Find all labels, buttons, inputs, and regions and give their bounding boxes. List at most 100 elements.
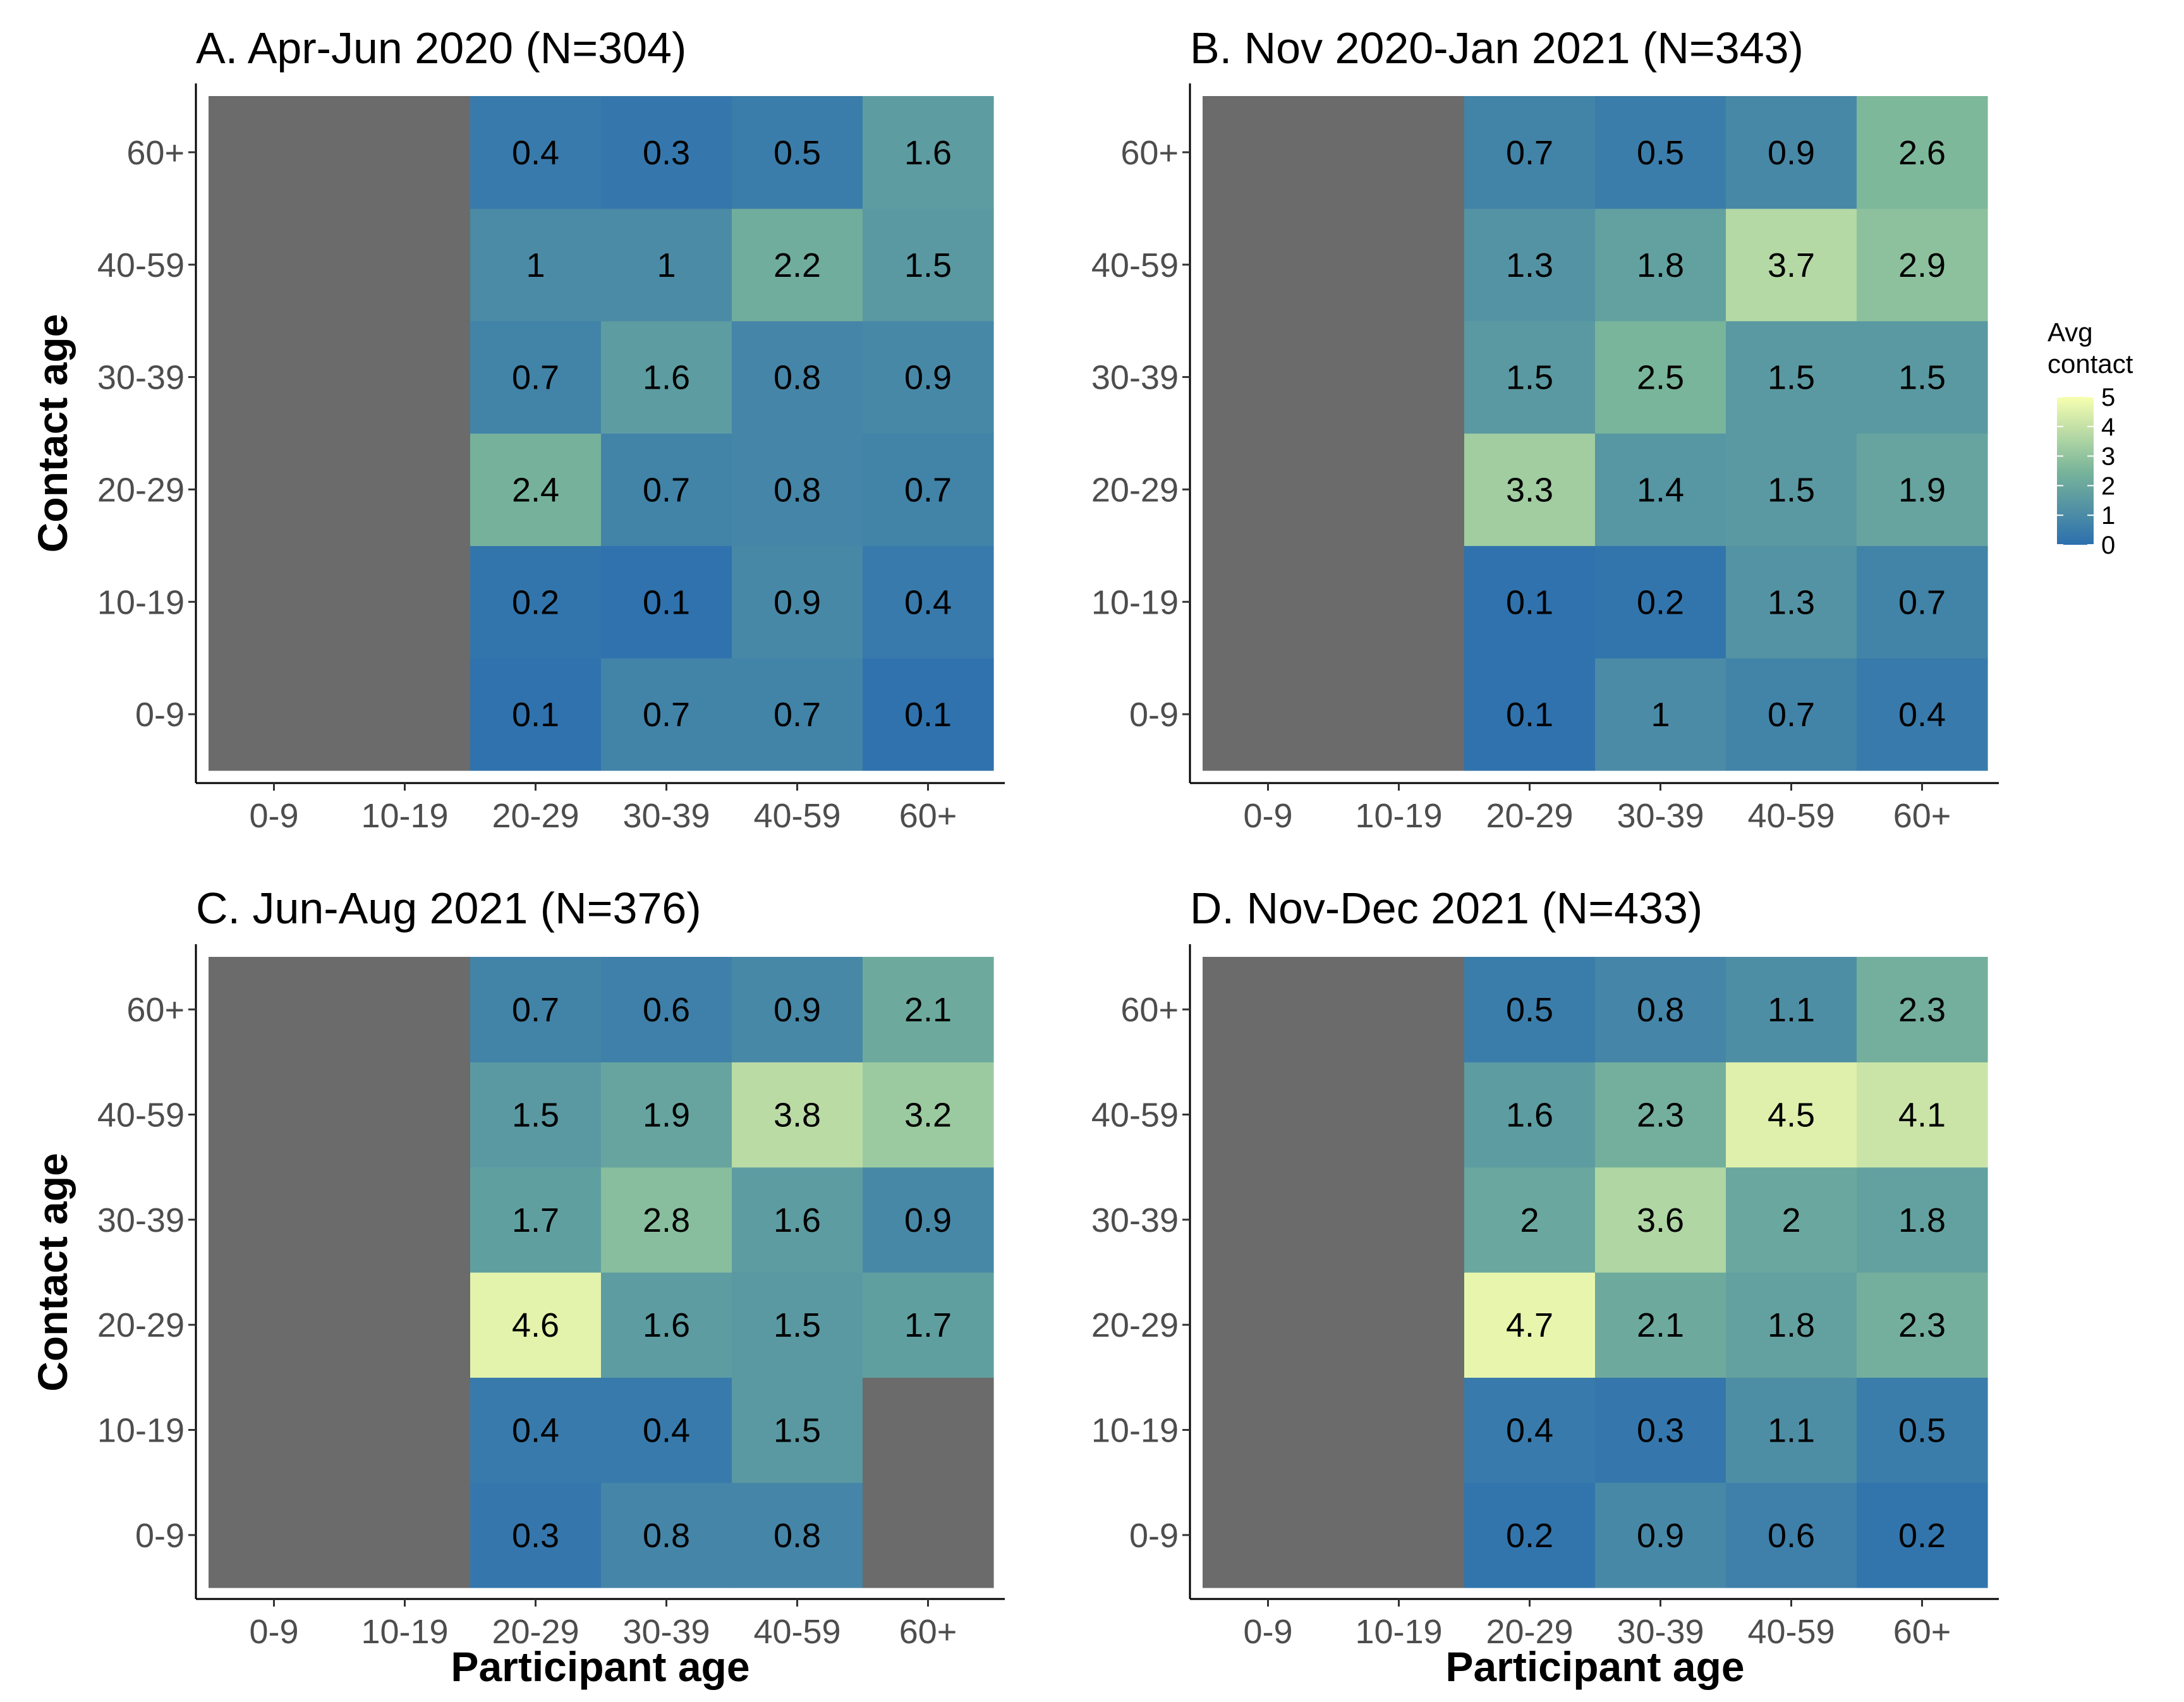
cell-value-label: 1.8 [1768, 1306, 1815, 1344]
cell-value-label: 3.6 [1637, 1201, 1684, 1239]
cell-value-label: 0.4 [643, 1412, 690, 1450]
heatmap-cell [1203, 320, 1334, 434]
heatmap-cell [209, 1377, 340, 1483]
heatmap-cell [863, 208, 994, 322]
x-tick-label: 20-29 [1486, 797, 1573, 835]
heatmap-cell [601, 96, 732, 209]
cell-value-label: 2.3 [1637, 1097, 1684, 1134]
x-tick-label: 0-9 [1243, 797, 1292, 835]
cell-value-label: 2 [1781, 1201, 1800, 1239]
cell-value-label: 0.1 [512, 696, 559, 734]
heatmap-cell [1203, 208, 1334, 322]
cell-value-label: 0.7 [643, 471, 690, 509]
cell-value-label: 1 [526, 246, 545, 284]
heatmap-cell [1857, 1062, 1988, 1168]
heatmap-cell [470, 545, 602, 659]
heatmap-cell [470, 208, 602, 322]
cell-value-label: 3.7 [1768, 246, 1815, 284]
cell-value-label: 3.3 [1506, 471, 1553, 509]
cell-value-label: 1.5 [1898, 359, 1946, 397]
heatmap-cell [339, 1377, 471, 1483]
legend-tick-label: 0 [2101, 532, 2115, 559]
y-tick-label: 10-19 [1091, 1412, 1179, 1450]
heatmap-cell [1464, 658, 1596, 771]
heatmap-cell [209, 320, 340, 434]
cell-value-label: 0.5 [1637, 134, 1684, 172]
x-tick-label: 20-29 [492, 1613, 579, 1651]
heatmap-cell [601, 957, 732, 1062]
heatmap-cell [470, 1167, 602, 1273]
heatmap-cell [1333, 1272, 1465, 1378]
cell-value-label: 0.8 [774, 471, 821, 509]
heatmap-cell [1595, 1167, 1726, 1273]
heatmap-cell [1464, 545, 1596, 659]
cell-value-label: 0.3 [1637, 1412, 1684, 1450]
heatmap-cell [339, 545, 471, 659]
y-tick-label: 20-29 [1091, 471, 1179, 509]
cell-value-label: 0.5 [1506, 991, 1553, 1029]
heatmap-cell [1726, 1272, 1857, 1378]
heatmap-cell [1333, 96, 1465, 209]
cell-value-label: 1.5 [1768, 359, 1815, 397]
heatmap-cell [732, 1167, 863, 1273]
heatmap-cell [1857, 96, 1988, 209]
legend-title-line1: Avg [2048, 317, 2093, 347]
heatmap-cell [1857, 433, 1988, 546]
heatmap-cell [209, 1062, 340, 1168]
heatmap-cell [601, 1272, 732, 1378]
cell-value-label: 0.3 [643, 134, 690, 172]
heatmap-cell [601, 1062, 732, 1168]
cell-value-label: 1.7 [904, 1306, 952, 1344]
y-tick-label: 60+ [1120, 991, 1179, 1029]
cell-value-label: 2.3 [1898, 1306, 1946, 1344]
y-tick-label: 30-39 [1091, 1201, 1179, 1239]
heatmap-cell [1464, 1482, 1596, 1588]
panel-title: C. Jun-Aug 2021 (N=376) [196, 884, 701, 933]
heatmap-cell [339, 957, 471, 1062]
heatmap-cell [601, 1167, 732, 1273]
cell-value-label: 0.2 [1506, 1517, 1553, 1555]
heatmap-cell [339, 658, 471, 771]
heatmap-cell [601, 545, 732, 659]
cell-value-label: 1.7 [512, 1201, 559, 1239]
heatmap-cell [1726, 96, 1857, 209]
heatmap-cell [470, 433, 602, 546]
heatmap-cell [863, 320, 994, 434]
heatmap-cell [1726, 320, 1857, 434]
cell-value-label: 0.2 [512, 583, 559, 621]
cell-value-label: 2.1 [904, 991, 952, 1029]
y-tick-label: 40-59 [1091, 1097, 1179, 1134]
heatmap-cell [601, 208, 732, 322]
cell-value-label: 2.8 [643, 1201, 690, 1239]
heatmap-cell [1333, 1377, 1465, 1483]
heatmap-cell [1595, 957, 1726, 1062]
heatmap-cell [470, 658, 602, 771]
cell-value-label: 0.7 [1506, 134, 1553, 172]
legend-tick-label: 2 [2101, 472, 2115, 500]
cell-value-label: 0.4 [512, 1412, 559, 1450]
heatmap-cell [1464, 1272, 1596, 1378]
y-tick-label: 10-19 [1091, 583, 1179, 621]
heatmap-cell [209, 433, 340, 546]
heatmap-cell [1203, 1377, 1334, 1483]
heatmap-cell [209, 957, 340, 1062]
cell-value-label: 1.6 [1506, 1097, 1553, 1134]
x-tick-label: 0-9 [1243, 1613, 1292, 1651]
heatmap-cell [209, 1482, 340, 1588]
heatmap-cell [1595, 208, 1726, 322]
x-tick-label: 10-19 [1355, 1613, 1442, 1651]
heatmap-cell [339, 208, 471, 322]
heatmap-cell [732, 96, 863, 209]
cell-value-label: 1.3 [1768, 583, 1815, 621]
heatmap-cell [732, 658, 863, 771]
cell-value-label: 4.5 [1768, 1097, 1815, 1134]
heatmap-cell [732, 957, 863, 1062]
heatmap-cell [732, 320, 863, 434]
cell-value-label: 1.1 [1768, 991, 1815, 1029]
cell-value-label: 2.1 [1637, 1306, 1684, 1344]
x-tick-label: 60+ [899, 1613, 957, 1651]
legend-tick-label: 4 [2101, 413, 2115, 441]
cell-value-label: 2 [1520, 1201, 1539, 1239]
legend-tick-label: 3 [2101, 443, 2115, 471]
